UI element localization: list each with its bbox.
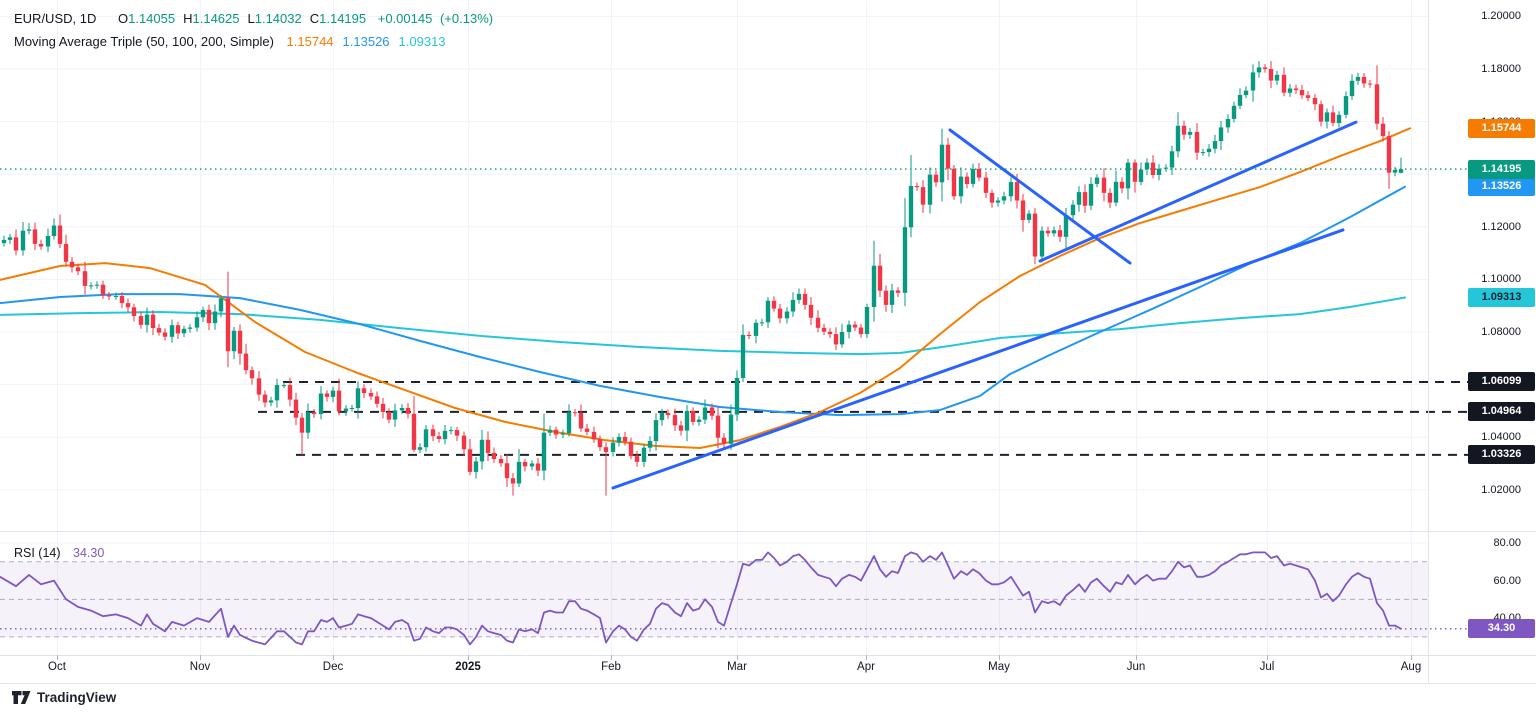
indicator-title[interactable]: Moving Average Triple (50, 100, 200, Sim…	[14, 34, 274, 49]
axis-month-label: Jun	[1126, 661, 1146, 673]
indicator-legend-row[interactable]: Moving Average Triple (50, 100, 200, Sim…	[14, 34, 446, 49]
axis-price-badge: 1.04964	[1468, 402, 1535, 422]
axis-price-label: 1.10000	[1481, 273, 1521, 286]
symbol-title[interactable]: EUR/USD, 1D	[14, 11, 97, 26]
axis-price-label: 1.18000	[1481, 63, 1521, 75]
axis-month-label: Oct	[48, 661, 66, 673]
candles	[1, 60, 1404, 496]
tradingview-logo[interactable]: TradingView	[12, 690, 116, 705]
moving-averages	[0, 127, 1411, 449]
ohlc-value: 1.14195	[319, 11, 367, 26]
axis-price-badge: 1.15744	[1468, 118, 1535, 138]
axis-price-label: 1.12000	[1481, 220, 1521, 233]
rsi-value: 34.30	[73, 546, 105, 560]
axis-month-label: 2025	[455, 661, 481, 673]
axis-month-label: Feb	[601, 661, 621, 673]
axis-price-badge: 1.13526	[1468, 177, 1535, 197]
trendline	[1038, 120, 1358, 263]
ohlc-label: L	[247, 11, 255, 26]
axis-price-badge: 1.09313	[1468, 287, 1535, 307]
axis-price-label: 60.00	[1493, 574, 1521, 587]
ohlc-value: 1.14055	[128, 11, 176, 26]
axis-month-label: Aug	[1400, 661, 1422, 673]
ohlc-label: C	[309, 11, 320, 26]
trendline	[611, 228, 1345, 490]
ohlc-label: H	[183, 11, 193, 26]
symbol-legend-row[interactable]: EUR/USD, 1D O1.14055 H1.14625 L1.14032 C1.1…	[14, 11, 493, 26]
indicator-values: 1.15744 1.13526 1.09313	[278, 34, 446, 49]
ma-value: 1.15744	[286, 34, 334, 49]
ma-value: 1.09313	[398, 34, 446, 49]
axis-price-badge: 34.30	[1468, 619, 1535, 639]
axis-price-badge: 1.06099	[1468, 372, 1535, 392]
axis-price-label: 80.00	[1493, 537, 1521, 549]
axis-price-label: 1.04000	[1481, 431, 1521, 444]
ma-value: 1.13526	[342, 34, 390, 49]
tradingview-icon	[12, 690, 31, 704]
trendline	[948, 128, 1132, 265]
axis-month-label: Apr	[857, 661, 875, 673]
ma50-line	[0, 127, 1411, 449]
axis-price-label: 1.02000	[1481, 483, 1521, 496]
change-percent: (+0.13%)	[439, 11, 494, 26]
axis-month-label: Jul	[1259, 661, 1275, 673]
axis-month-label: May	[988, 661, 1010, 673]
axis-month-label: Mar	[727, 661, 747, 673]
axis-month-label: Nov	[189, 661, 211, 673]
time-axis[interactable]	[0, 655, 1536, 684]
rsi-legend-row[interactable]: RSI (14) 34.30	[14, 546, 104, 560]
ohlc-value: 1.14032	[254, 11, 302, 26]
ohlc-label: O	[117, 11, 129, 26]
axis-month-label: Dec	[322, 661, 344, 673]
ma200-line	[0, 296, 1406, 356]
rsi-title[interactable]: RSI (14)	[14, 546, 61, 560]
change-value: +0.00145	[377, 11, 433, 26]
ohlc-values: O1.14055 H1.14625 L1.14032 C1.14195	[110, 11, 366, 26]
axis-price-label: 1.08000	[1481, 326, 1521, 338]
axis-price-badge: 1.14195	[1468, 159, 1535, 179]
rsi-line	[0, 551, 1402, 646]
ma100-line	[0, 185, 1406, 417]
tradingview-wordmark: TradingView	[37, 690, 117, 705]
rsi-plot	[0, 551, 1402, 646]
axis-price-badge: 1.03326	[1468, 445, 1535, 465]
axis-price-label: 1.20000	[1481, 10, 1521, 23]
ohlc-value: 1.14625	[192, 11, 240, 26]
